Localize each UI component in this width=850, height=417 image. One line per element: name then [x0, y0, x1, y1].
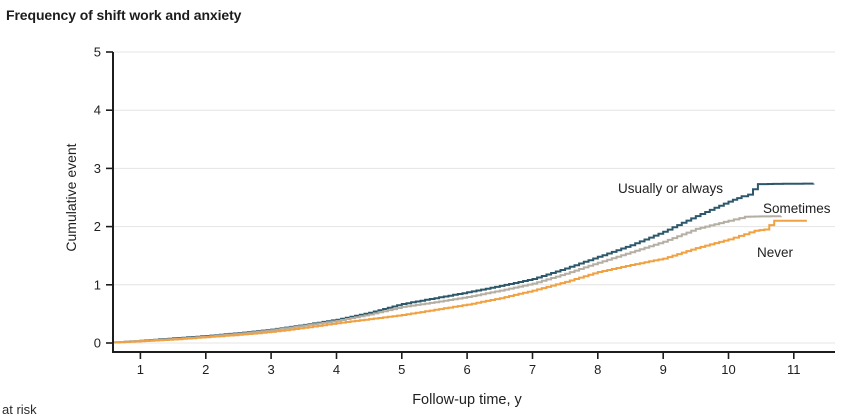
chart-title: Frequency of shift work and anxiety [6, 7, 242, 23]
x-tick-label: 4 [333, 362, 340, 377]
x-tick-label: 5 [398, 362, 405, 377]
y-tick-label: 1 [94, 277, 101, 292]
y-axis-title: Cumulative event [63, 143, 79, 251]
x-tick-label: 2 [202, 362, 209, 377]
series-line-sometimes [114, 215, 782, 344]
x-tick-label: 1 [137, 362, 144, 377]
series-label-sometimes: Sometimes [763, 201, 831, 216]
x-tick-label: 11 [787, 362, 801, 377]
x-tick-label: 6 [463, 362, 470, 377]
at-risk-label: at risk [2, 402, 37, 417]
y-tick-label: 2 [94, 219, 101, 234]
x-tick-label: 7 [529, 362, 536, 377]
y-tick-label: 3 [94, 161, 101, 176]
y-tick-label: 0 [94, 336, 101, 351]
x-tick-label: 10 [721, 362, 735, 377]
y-tick-label: 5 [94, 45, 101, 60]
x-tick-label: 9 [660, 362, 667, 377]
x-axis-title: Follow-up time, y [412, 392, 522, 408]
series-line-usually-or-always [114, 182, 815, 344]
series-line-never [114, 219, 807, 344]
x-tick-label: 3 [267, 362, 274, 377]
y-tick-label: 4 [94, 103, 101, 118]
x-tick-label: 8 [594, 362, 601, 377]
series-label-never: Never [757, 245, 794, 260]
series-label-usually-or-always: Usually or always [618, 181, 723, 196]
